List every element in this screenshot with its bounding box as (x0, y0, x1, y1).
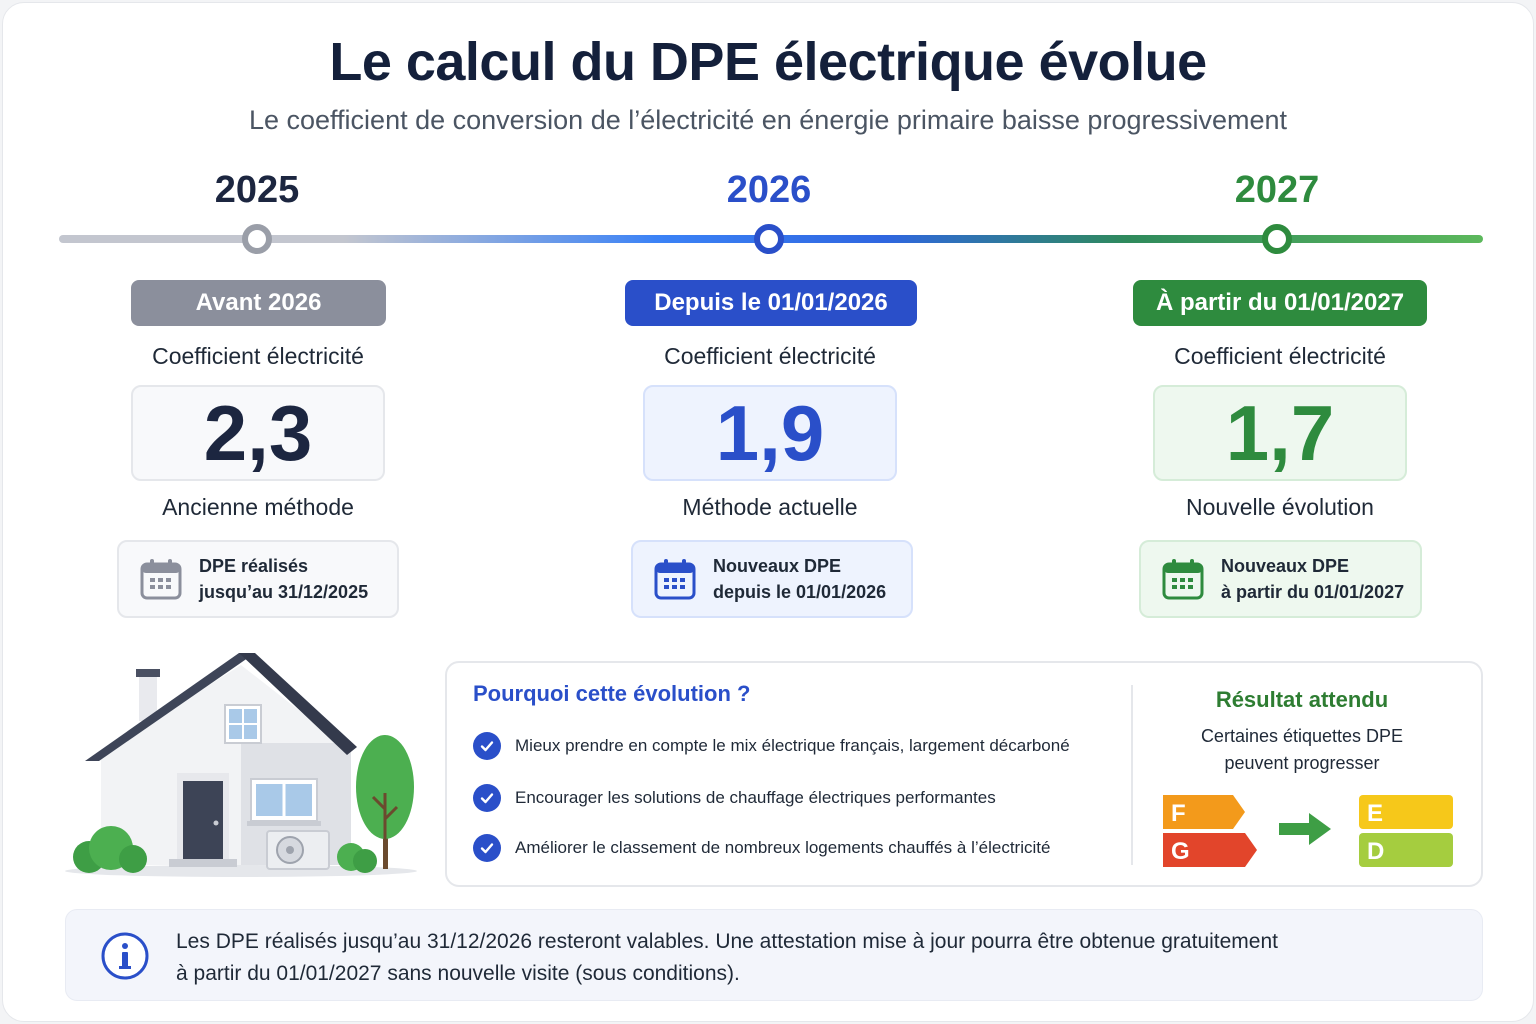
reason-text: Améliorer le classement de nombreux loge… (515, 838, 1051, 857)
why-card: Pourquoi cette évolution ? Mieux prendre… (445, 661, 1483, 887)
dpe-label-f (1163, 795, 1245, 829)
coefficient-value-2026: 1,9 (643, 385, 897, 481)
result-desc-line1: Certaines étiquettes DPE (1200, 726, 1404, 746)
calendar-icon (1162, 559, 1204, 600)
dpe-label-d-text: D (1367, 838, 1384, 865)
dpe-label-f-text: F (1171, 800, 1186, 827)
result-description: Certaines étiquettes DPE peuvent progres… (1147, 723, 1457, 777)
reason-text: Mieux prendre en compte le mix électriqu… (515, 736, 1070, 755)
house-illustration (65, 653, 417, 877)
reason-text: Encourager les solutions de chauffage él… (515, 788, 996, 807)
dpe-date-line2: depuis le 01/01/2026 (713, 582, 887, 602)
year-2026: 2026 (726, 169, 812, 211)
info-text: Les DPE réalisés jusqu’au 31/12/2026 res… (176, 926, 1376, 990)
info-text-line1: Les DPE réalisés jusqu’au 31/12/2026 res… (176, 930, 1278, 953)
dpe-label-g-text: G (1171, 838, 1190, 865)
period-badge-from-2027: À partir du 01/01/2027 (1133, 280, 1427, 326)
dpe-date-card-2025: DPE réalisés jusqu’au 31/12/2025 (117, 540, 399, 618)
coefficient-value-2025: 2,3 (131, 385, 385, 481)
calendar-icon (140, 559, 182, 600)
reason-item: Encourager les solutions de chauffage él… (473, 783, 996, 813)
period-badge-before-2026: Avant 2026 (131, 280, 386, 326)
page-subtitle: Le coefficient de conversion de l’électr… (248, 105, 1288, 135)
dpe-label-e-text: E (1367, 800, 1383, 827)
reason-item: Mieux prendre en compte le mix électriqu… (473, 731, 1070, 761)
arrow-right-icon (1279, 813, 1331, 845)
coefficient-label: Coefficient électricité (1174, 343, 1386, 369)
result-title: Résultat attendu (1215, 687, 1389, 712)
dpe-label-e (1359, 795, 1453, 829)
page-title: Le calcul du DPE électrique évolue (329, 32, 1207, 92)
reason-item: Améliorer le classement de nombreux loge… (473, 833, 1050, 863)
coefficient-label: Coefficient électricité (664, 343, 876, 369)
method-label: Méthode actuelle (682, 494, 858, 520)
period-badge-since-2026: Depuis le 01/01/2026 (625, 280, 917, 326)
check-icon (473, 732, 501, 760)
coefficient-value-2027: 1,7 (1153, 385, 1407, 481)
result-desc-line2: peuvent progresser (1224, 753, 1380, 773)
timeline-dot-2027 (1262, 224, 1292, 254)
dpe-label-g (1163, 833, 1257, 867)
dpe-date-line2: à partir du 01/01/2027 (1221, 582, 1405, 602)
check-icon (473, 834, 501, 862)
info-banner: Les DPE réalisés jusqu’au 31/12/2026 res… (65, 909, 1483, 1001)
timeline-dot-2026 (754, 224, 784, 254)
calendar-icon (654, 559, 696, 600)
coefficient-label: Coefficient électricité (152, 343, 364, 369)
year-2027: 2027 (1234, 169, 1320, 211)
timeline-dot-2025 (242, 224, 272, 254)
dpe-label-d (1359, 833, 1453, 867)
method-label: Nouvelle évolution (1186, 494, 1374, 520)
method-label: Ancienne méthode (162, 494, 354, 520)
dpe-date-card-2027: Nouveaux DPE à partir du 01/01/2027 (1139, 540, 1422, 618)
check-icon (473, 784, 501, 812)
dpe-date-card-2026: Nouveaux DPE depuis le 01/01/2026 (631, 540, 913, 618)
why-title: Pourquoi cette évolution ? (473, 681, 751, 706)
divider (1131, 685, 1133, 865)
year-2025: 2025 (214, 169, 300, 211)
dpe-labels-graphic: F G E D (1163, 795, 1453, 867)
dpe-date-line1: Nouveaux DPE (1221, 556, 1350, 576)
dpe-date-line1: Nouveaux DPE (713, 556, 842, 576)
dpe-date-line2: jusqu’au 31/12/2025 (199, 582, 369, 602)
dpe-date-line1: DPE réalisés (199, 556, 309, 576)
info-icon (101, 932, 149, 980)
info-text-line2: à partir du 01/01/2027 sans nouvelle vis… (176, 962, 740, 985)
